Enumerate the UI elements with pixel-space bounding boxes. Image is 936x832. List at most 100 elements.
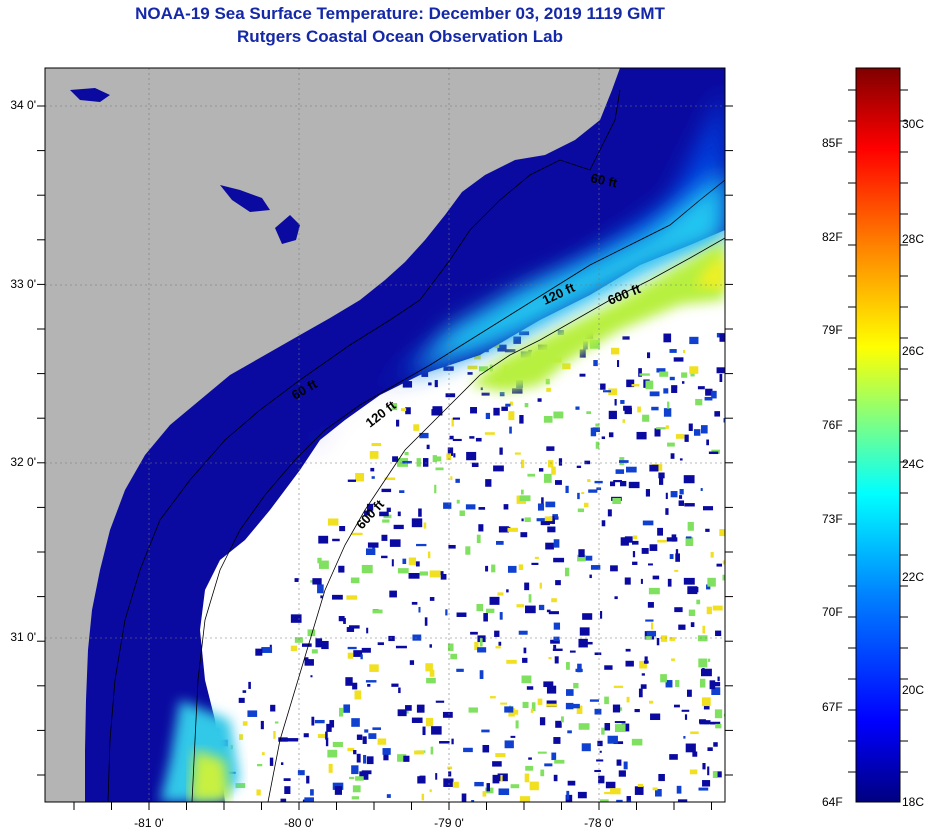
lon-label-79: -79 0' [434, 816, 464, 830]
speckle-pixel [607, 509, 612, 517]
speckle-pixel [332, 594, 343, 600]
speckle-pixel [637, 406, 641, 413]
speckle-pixel [389, 590, 397, 598]
speckle-pixel [398, 687, 401, 694]
speckle-pixel [658, 472, 665, 479]
speckle-pixel [575, 668, 583, 672]
speckle-pixel [610, 565, 618, 572]
speckle-pixel [506, 589, 509, 593]
speckle-pixel [641, 673, 645, 676]
speckle-pixel [351, 532, 363, 536]
speckle-pixel [459, 510, 465, 517]
speckle-pixel [545, 378, 550, 385]
speckle-pixel [681, 381, 685, 384]
speckle-pixel [426, 677, 436, 684]
speckle-pixel [626, 379, 635, 388]
speckle-pixel [677, 799, 688, 802]
speckle-pixel [675, 679, 680, 687]
speckle-pixel [525, 605, 536, 614]
speckle-pixel [382, 519, 390, 523]
cb-label-70f: 70F [822, 605, 843, 619]
speckle-pixel [546, 703, 557, 707]
speckle-pixel [411, 518, 423, 528]
speckle-pixel [421, 371, 429, 377]
speckle-pixel [627, 800, 632, 802]
speckle-pixel [366, 756, 374, 765]
speckle-pixel [485, 565, 489, 572]
speckle-pixel [238, 697, 245, 703]
speckle-pixel [446, 453, 452, 461]
lat-label-32: 32 0' [10, 455, 36, 469]
speckle-pixel [594, 652, 602, 656]
lat-label-31: 31 0' [10, 630, 36, 644]
speckle-pixel [497, 344, 507, 352]
speckle-pixel [434, 456, 442, 462]
speckle-pixel [696, 586, 699, 593]
speckle-pixel [489, 596, 500, 605]
colorbar [855, 67, 901, 803]
speckle-pixel [659, 477, 664, 485]
lat-lon-grid [45, 68, 725, 802]
speckle-pixel [304, 659, 314, 666]
speckle-pixel [633, 535, 638, 540]
cb-label-85f: 85F [822, 136, 843, 150]
speckle-pixel [347, 652, 354, 659]
speckle-pixel [415, 561, 420, 567]
speckle-pixel [524, 517, 531, 522]
isobath-600ft [267, 237, 725, 802]
speckle-pixel [708, 451, 719, 455]
speckle-pixel [665, 425, 669, 429]
speckle-pixel [615, 469, 625, 474]
speckle-pixel [669, 349, 677, 353]
speckle-pixel [667, 442, 675, 447]
speckle-pixel [578, 549, 585, 558]
speckle-pixel [569, 650, 576, 653]
speckle-pixel [683, 349, 686, 354]
speckle-pixel [301, 643, 312, 647]
speckle-pixel [639, 373, 650, 376]
speckle-pixel [713, 742, 718, 747]
speckle-pixel [589, 699, 599, 702]
speckle-pixel [294, 637, 303, 643]
speckle-pixel [644, 656, 648, 664]
speckle-pixel [700, 668, 712, 677]
speckle-pixel [391, 403, 398, 411]
speckle-pixel [683, 475, 695, 484]
speckle-pixel [715, 723, 722, 729]
speckle-pixel [499, 392, 505, 397]
speckle-pixel [706, 606, 712, 615]
speckle-pixel [632, 561, 638, 565]
speckle-pixel [613, 741, 624, 745]
cb-label-64f: 64F [822, 795, 843, 809]
speckle-pixel [397, 709, 407, 717]
speckle-pixel [651, 622, 654, 630]
speckle-pixel [315, 638, 323, 648]
speckle-pixel [551, 752, 557, 761]
speckle-pixel [318, 560, 329, 569]
speckle-pixel [414, 750, 424, 755]
speckle-pixel [355, 472, 365, 482]
lat-label-33: 33 0' [10, 277, 36, 291]
speckle-pixel [546, 387, 551, 392]
speckle-pixel [434, 484, 437, 494]
speckle-pixel [647, 602, 654, 608]
speckle-pixel [518, 630, 528, 635]
speckle-pixel [476, 604, 484, 612]
speckle-pixel [581, 743, 591, 752]
speckle-pixel [434, 380, 438, 388]
speckle-pixel [379, 511, 389, 517]
speckle-pixel [600, 799, 609, 802]
speckle-pixel [645, 636, 652, 640]
speckle-pixel [338, 616, 345, 622]
speckle-pixel [631, 384, 640, 387]
lon-label-81: -81 0' [134, 816, 164, 830]
speckle-pixel [651, 406, 659, 411]
speckle-pixel [702, 625, 706, 634]
speckle-pixel [685, 537, 694, 547]
speckle-pixel [381, 534, 388, 541]
speckle-pixel [675, 553, 680, 562]
speckle-pixel [604, 696, 609, 705]
speckle-pixel [673, 704, 680, 708]
speckle-pixel [328, 763, 333, 773]
speckle-pixel [278, 737, 288, 742]
